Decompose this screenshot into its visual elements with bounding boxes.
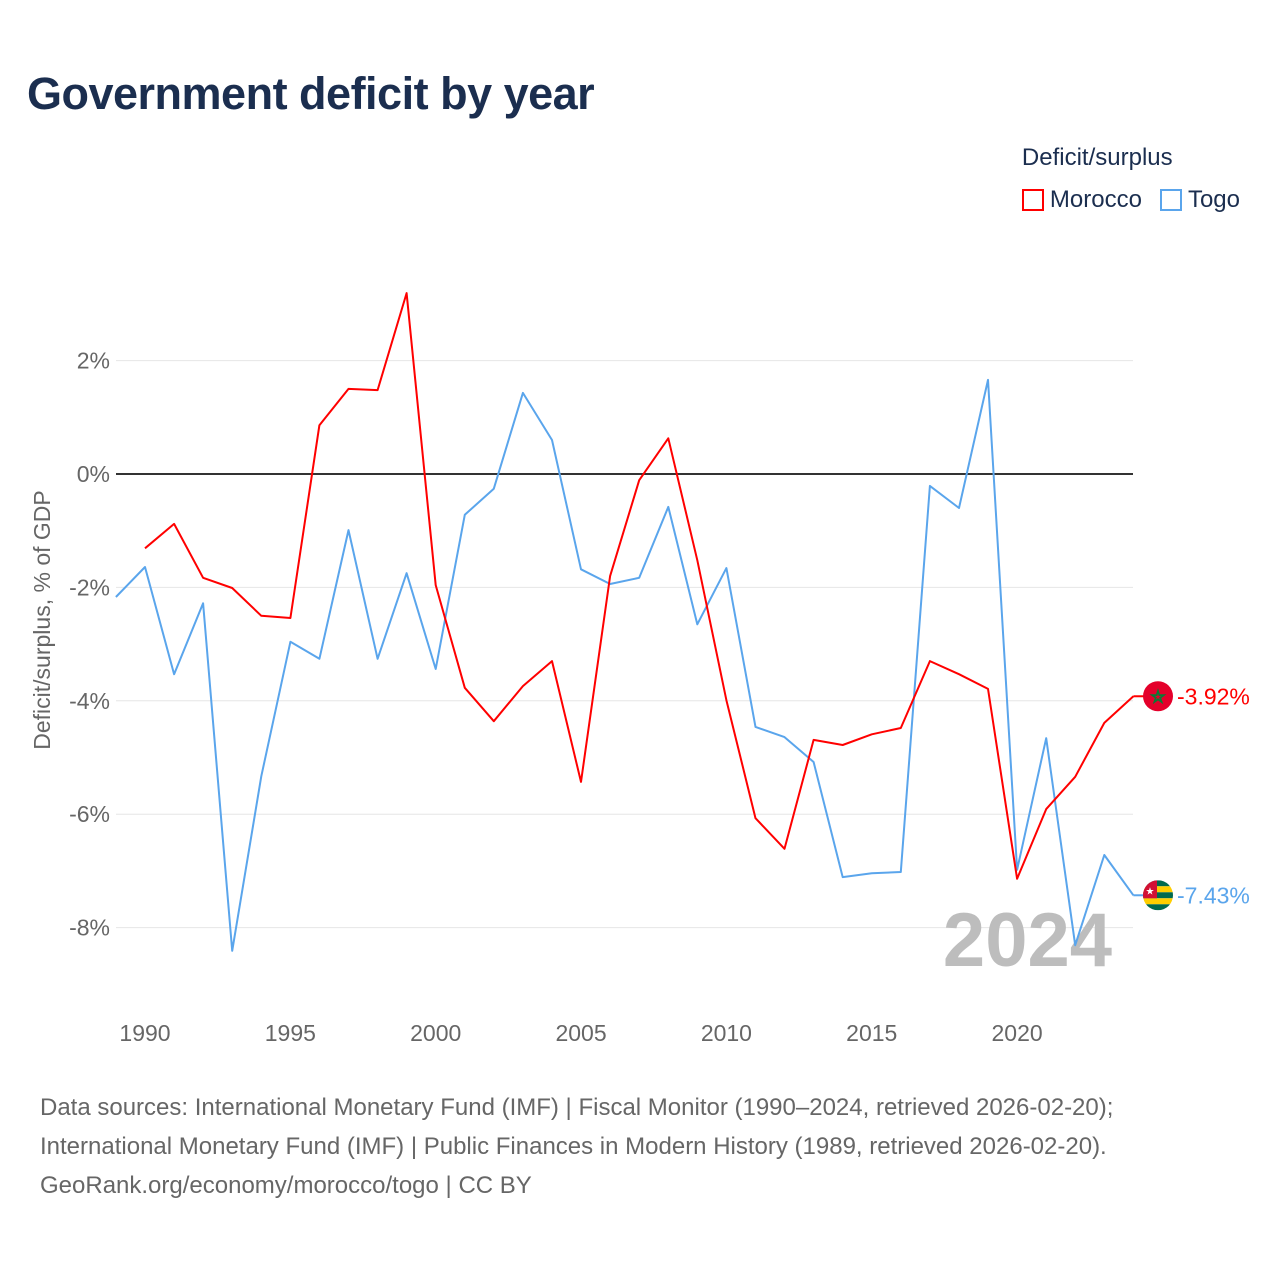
y-tick-label: 2%	[77, 348, 110, 374]
svg-text:☆: ☆	[1150, 687, 1165, 706]
end-label-togo: -7.43%	[1177, 882, 1250, 908]
source-line: Data sources: International Monetary Fun…	[40, 1094, 1114, 1121]
y-tick-label: -4%	[69, 688, 110, 714]
year-watermark: 2024	[943, 898, 1112, 983]
flag-morocco-icon: ☆	[1143, 681, 1173, 712]
series-line-togo[interactable]	[115, 378, 1135, 952]
legend: Deficit/surplus Morocco Togo	[1021, 144, 1240, 214]
source-line[interactable]: GeoRank.org/economy/morocco/togo | CC BY	[40, 1172, 532, 1199]
legend-swatch-morocco	[1021, 189, 1044, 211]
legend-item-togo[interactable]: Togo	[1159, 186, 1240, 214]
sources: Data sources: International Monetary Fun…	[40, 1088, 1113, 1205]
y-axis-label: Deficit/surplus, % of GDP	[29, 490, 55, 749]
y-tick-label: -6%	[69, 801, 110, 827]
legend-label: Morocco	[1049, 186, 1142, 213]
x-tick-label: 2005	[555, 1020, 606, 1046]
x-tick-label: 2000	[410, 1020, 461, 1046]
y-tick-label: -8%	[69, 915, 110, 941]
x-tick-label: 2010	[701, 1020, 752, 1046]
chart-title: Government deficit by year	[27, 68, 595, 119]
end-label-morocco: -3.92%	[1177, 683, 1250, 709]
x-tick-label: 2020	[992, 1020, 1043, 1046]
legend-swatch-togo	[1159, 189, 1182, 211]
legend-item-morocco[interactable]: Morocco	[1021, 186, 1142, 214]
y-tick-label: 0%	[77, 461, 110, 487]
series-line-morocco[interactable]	[144, 292, 1135, 880]
x-tick-label: 1990	[119, 1020, 170, 1046]
svg-text:★: ★	[1146, 886, 1155, 897]
flag-togo-icon: ★	[1143, 880, 1173, 911]
x-tick-label: 2015	[846, 1020, 897, 1046]
legend-label: Togo	[1187, 186, 1240, 213]
source-line: International Monetary Fund (IMF) | Publ…	[40, 1133, 1107, 1160]
y-tick-label: -2%	[69, 574, 110, 600]
x-tick-label: 1995	[265, 1020, 316, 1046]
legend-title: Deficit/surplus	[1021, 144, 1173, 171]
